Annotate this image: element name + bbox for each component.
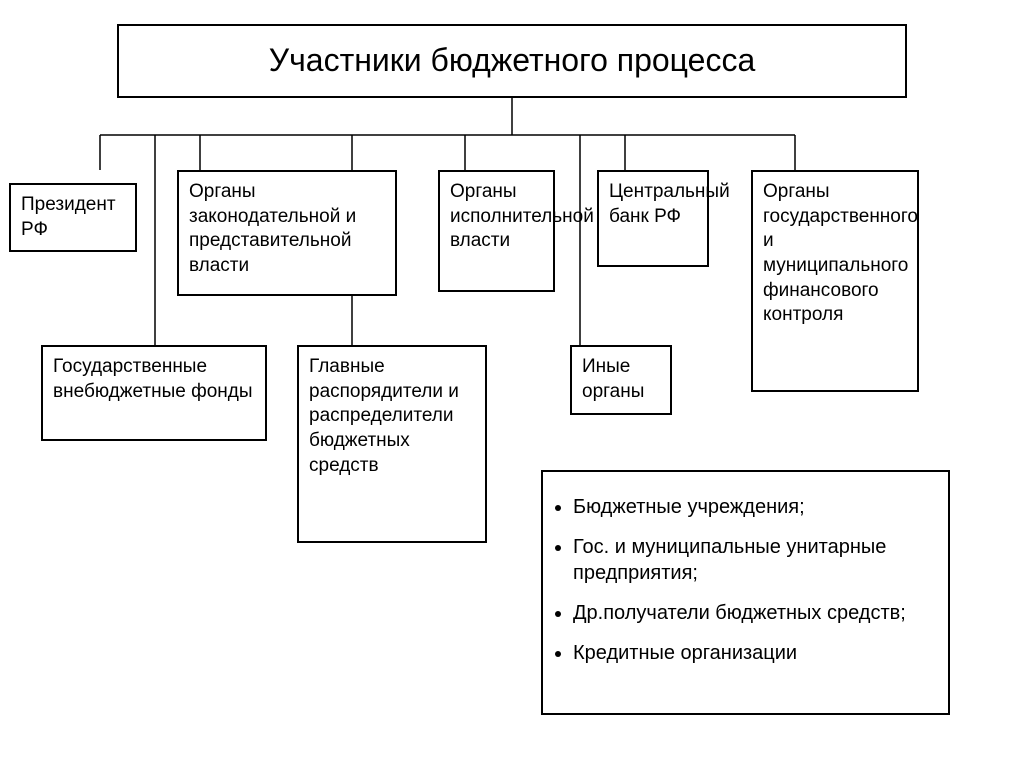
node-extrabudget: Государственные внебюджетные фонды — [41, 345, 267, 441]
title-box: Участники бюджетного процесса — [117, 24, 907, 98]
bullet-list: Бюджетные учреждения; Гос. и муниципальн… — [553, 494, 938, 666]
node-executive: Органы исполнительной власти — [438, 170, 555, 292]
node-control: Органы государственного и муниципального… — [751, 170, 919, 392]
bullet-item: Др.получатели бюджетных средств; — [573, 600, 938, 626]
node-president: Президент РФ — [9, 183, 137, 252]
bullet-item: Гос. и муниципальные унитарные предприят… — [573, 534, 938, 586]
node-centralbank: Центральный банк РФ — [597, 170, 709, 267]
node-other: Иные органы — [570, 345, 672, 415]
node-bullets: Бюджетные учреждения; Гос. и муниципальн… — [541, 470, 950, 715]
bullet-item: Бюджетные учреждения; — [573, 494, 938, 520]
node-legislative: Органы законодательной и представительно… — [177, 170, 397, 296]
node-managers: Главные распорядители и распределители б… — [297, 345, 487, 543]
bullet-item: Кредитные организации — [573, 640, 938, 666]
